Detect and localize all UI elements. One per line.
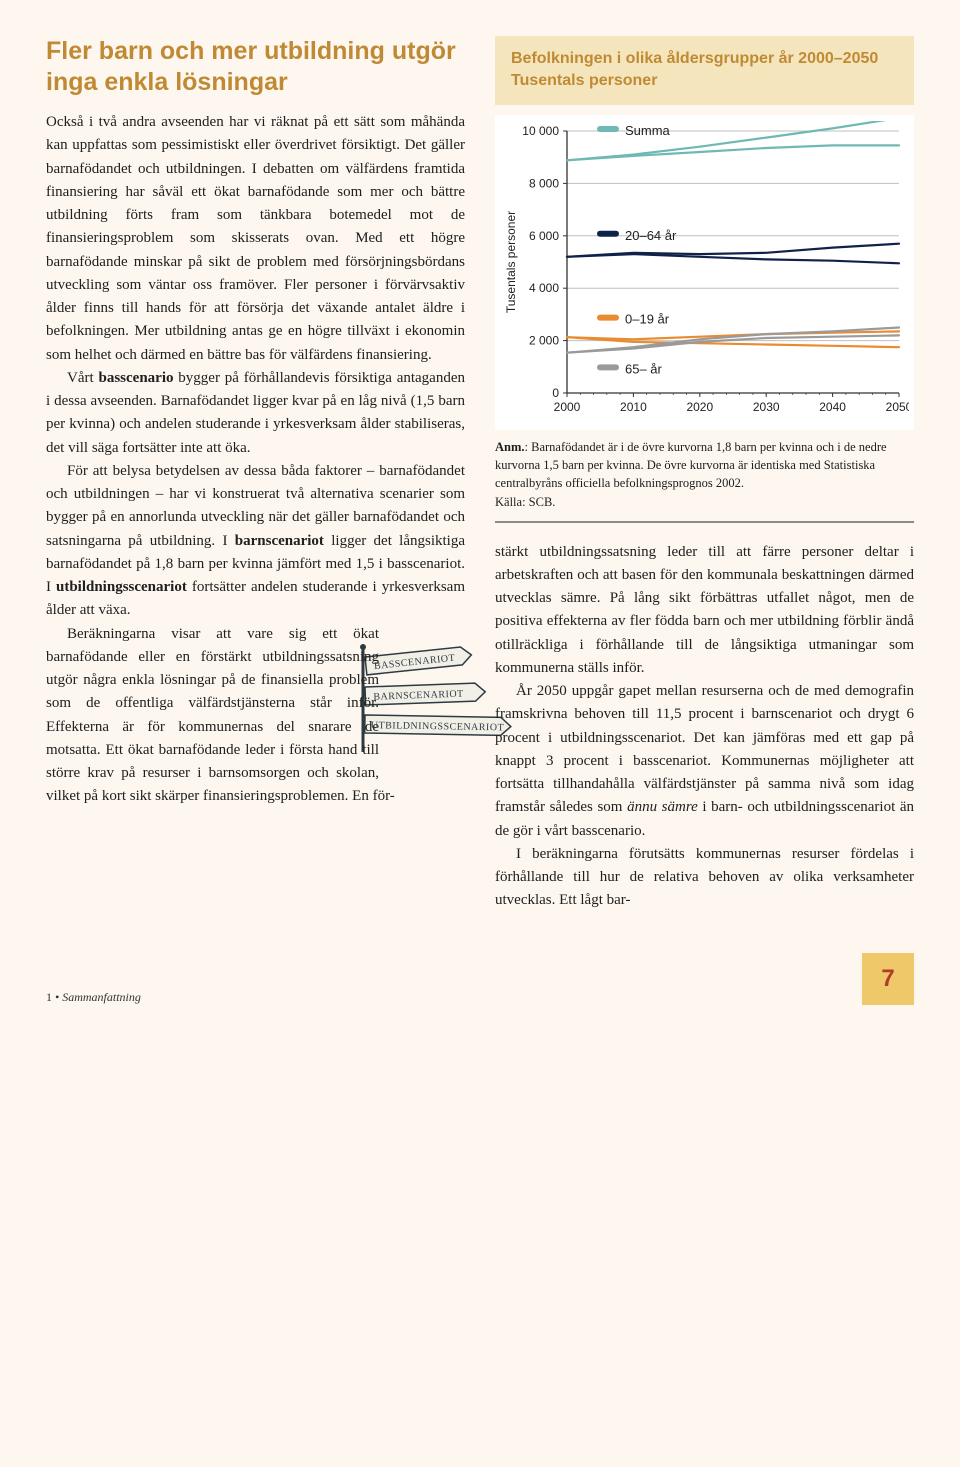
right-p1: stärkt utbildningssatsning leder till at… (495, 541, 914, 681)
left-body: Också i två andra avseenden har vi räkna… (46, 111, 465, 809)
svg-text:65– år: 65– år (625, 362, 663, 377)
svg-text:UTBILDNINGSSCENARIOT: UTBILDNINGSSCENARIOT (371, 720, 505, 733)
note-text: : Barnafödandet är i de övre kurvorna 1,… (495, 440, 887, 490)
left-p3: För att belysa betydelsen av dessa båda … (46, 460, 465, 623)
page-footer: 1 • Sammanfattning 7 (46, 953, 914, 1005)
svg-text:2010: 2010 (620, 400, 647, 414)
svg-text:10 000: 10 000 (522, 124, 559, 138)
svg-text:2030: 2030 (753, 400, 780, 414)
note-label: Anm. (495, 440, 525, 454)
right-p2: År 2050 uppgår gapet mellan resurserna o… (495, 680, 914, 843)
left-p1: Också i två andra avseenden har vi räkna… (46, 111, 465, 367)
svg-text:0–19 år: 0–19 år (625, 312, 670, 327)
footer-section-name: Sammanfattning (62, 990, 141, 1004)
divider (495, 521, 914, 523)
right-column: Befolkningen i olika åldersgrupper år 20… (495, 36, 914, 913)
svg-text:Summa: Summa (625, 123, 671, 138)
svg-text:20–64 år: 20–64 år (625, 228, 677, 243)
svg-text:Tusentals personer: Tusentals personer (504, 211, 518, 313)
population-chart: 0 2 000 4 000 6 000 8 000 10 000 2000 2010 2020 2… (495, 115, 914, 430)
svg-text:8 000: 8 000 (529, 177, 559, 191)
left-column: Fler barn och mer utbildning utgör inga … (46, 36, 465, 913)
chart-title-box: Befolkningen i olika åldersgrupper år 20… (495, 36, 914, 105)
svg-text:2000: 2000 (554, 400, 581, 414)
svg-text:6 000: 6 000 (529, 229, 559, 243)
svg-text:2050: 2050 (886, 400, 909, 414)
svg-text:0: 0 (552, 386, 559, 400)
left-p2: Vårt basscenario bygger på förhållandevi… (46, 367, 465, 460)
section-heading: Fler barn och mer utbildning utgör inga … (46, 36, 465, 97)
left-p4: BASSCENARIOT BARNSCENARIOT UTBILDNINGSSC… (46, 623, 465, 809)
right-p3: I beräkningarna förutsätts kommunernas r… (495, 843, 914, 913)
svg-text:2 000: 2 000 (529, 334, 559, 348)
signpost-illustration: BASSCENARIOT BARNSCENARIOT UTBILDNINGSSC… (343, 637, 513, 757)
page-number-box: 7 (862, 953, 914, 1005)
svg-text:4 000: 4 000 (529, 281, 559, 295)
note-source: Källa: SCB. (495, 495, 555, 509)
page-number: 7 (881, 965, 894, 993)
chart-title: Befolkningen i olika åldersgrupper år 20… (511, 48, 898, 91)
footer-left: 1 • Sammanfattning (46, 990, 141, 1005)
footer-page-ref: 1 (46, 990, 52, 1004)
chart-svg: 0 2 000 4 000 6 000 8 000 10 000 2000 2010 2020 2… (499, 121, 909, 421)
svg-text:2040: 2040 (819, 400, 846, 414)
chart-note: Anm.: Barnafödandet är i de övre kurvorn… (495, 438, 914, 511)
right-body: stärkt utbildningssatsning leder till at… (495, 541, 914, 913)
svg-text:2020: 2020 (686, 400, 713, 414)
